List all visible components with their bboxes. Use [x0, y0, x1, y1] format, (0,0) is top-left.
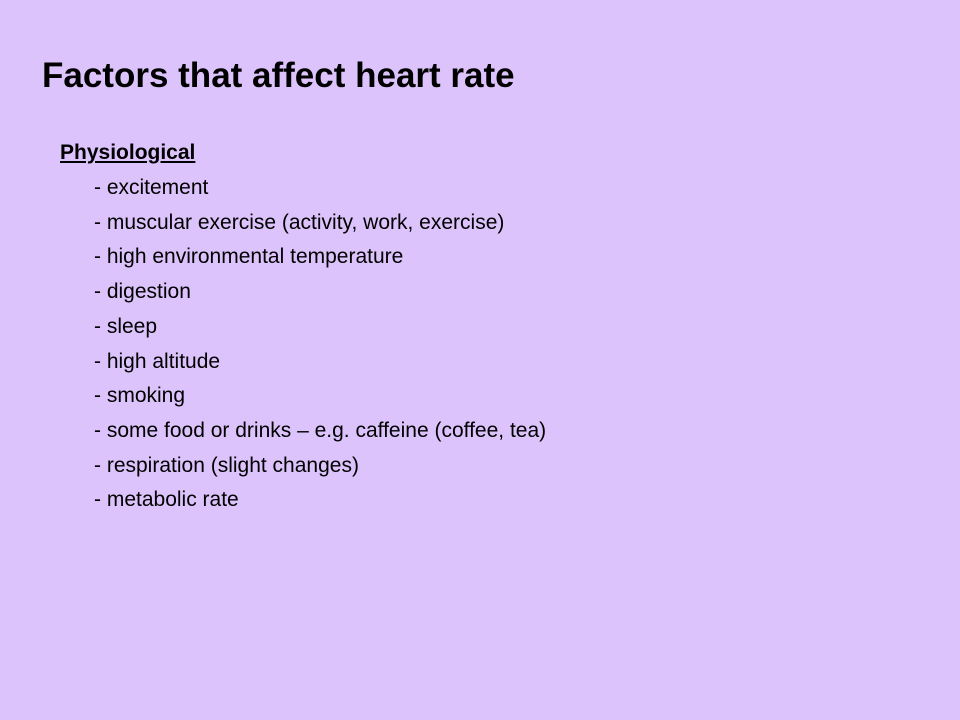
- factor-item: - smoking: [94, 384, 186, 408]
- factor-item: - excitement: [94, 176, 209, 199]
- factor-list: - excitement - muscular exercise (activi…: [94, 171, 546, 518]
- factor-item: - high environmental temperature: [94, 245, 404, 269]
- section-heading-physiological: Physiological: [60, 141, 196, 164]
- factor-item: - muscular exercise (activity, work, exe…: [94, 210, 505, 234]
- slide-title: Factors that affect heart rate: [42, 56, 515, 95]
- factor-item: - metabolic rate: [94, 488, 239, 512]
- factor-item: - high altitude: [94, 349, 221, 373]
- factor-item: - sleep: [94, 314, 158, 338]
- factor-item: - some food or drinks – e.g. caffeine (c…: [94, 418, 547, 442]
- factor-item: - digestion: [94, 280, 191, 304]
- factor-item: - respiration (slight changes): [94, 453, 359, 477]
